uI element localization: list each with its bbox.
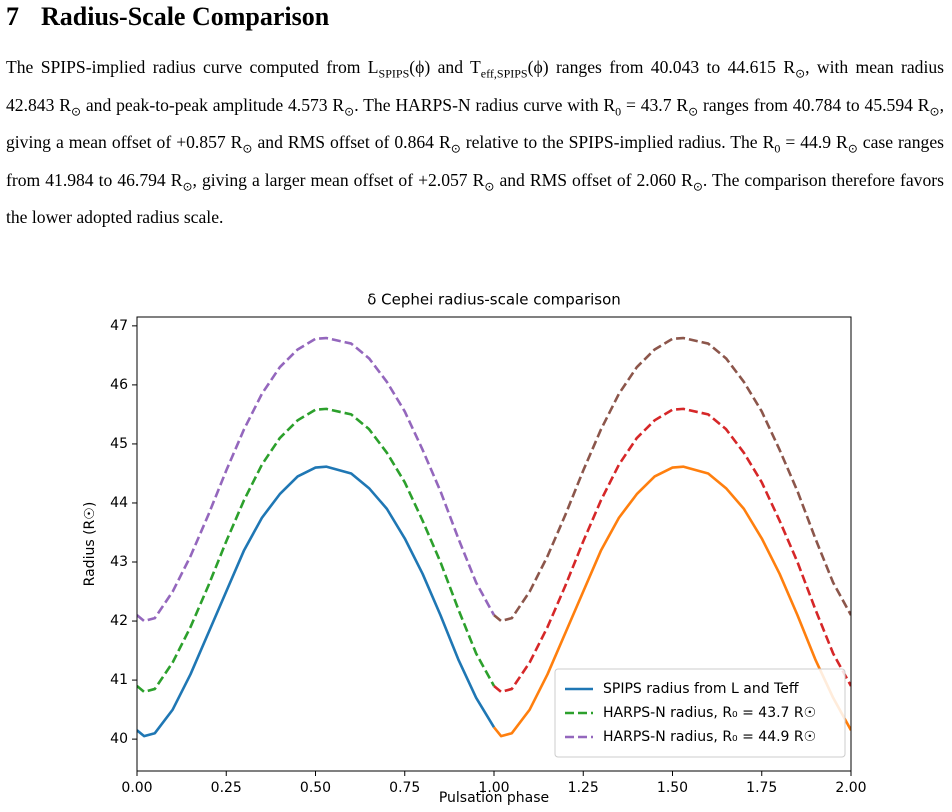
x-tick-label: 1.00	[478, 780, 509, 796]
subscript: ⊙	[688, 104, 699, 119]
x-tick-label: 0.75	[389, 780, 420, 796]
subscript: ⊙	[182, 179, 193, 194]
subscript: ⊙	[344, 104, 355, 119]
x-tick-label: 1.25	[568, 780, 599, 796]
series-line	[493, 336, 851, 623]
subscript: SPIPS	[378, 66, 410, 81]
x-tick-label: 0.50	[300, 780, 331, 796]
subscript: eff,SPIPS	[480, 66, 528, 81]
paragraph: The SPIPS-implied radius curve computed …	[6, 52, 944, 233]
y-axis-label: Radius (R☉)	[82, 502, 98, 587]
subscript: ⊙	[70, 104, 82, 119]
y-tick-label: 46	[110, 377, 128, 393]
x-tick-label: 1.50	[657, 780, 688, 796]
series-line	[492, 465, 851, 738]
y-tick-label: 42	[110, 613, 128, 629]
y-tick-label: 45	[110, 436, 128, 452]
text-run: , giving a larger mean offset of +2.057 …	[192, 169, 485, 190]
x-tick-label: 0.25	[211, 780, 242, 796]
x-axis-label: Pulsation phase	[439, 790, 549, 806]
text-run: The SPIPS-implied radius curve computed …	[6, 57, 379, 77]
text-run: = 44.9 R	[780, 132, 848, 153]
text-run: . The comparison therefore favors the lo…	[6, 169, 944, 228]
subscript: ⊙	[450, 141, 461, 156]
section-heading: 7 Radius-Scale Comparison	[6, 2, 351, 32]
y-tick-label: 40	[110, 731, 128, 747]
text-run: (ϕ) ranges from 40.043 to 44.615 R	[527, 57, 796, 77]
y-tick-label: 43	[110, 554, 128, 570]
x-tick-label: 0.00	[121, 780, 152, 796]
subscript: 0	[774, 141, 781, 156]
legend-label: HARPS-N radius, R₀ = 44.9 R☉	[603, 729, 816, 745]
text-run: and RMS offset of 2.060 R	[494, 169, 693, 190]
chart-title: δ Cephei radius-scale comparison	[367, 291, 621, 309]
series-line	[137, 407, 496, 694]
text-run: case ranges from 41.984 to 46.794 R	[6, 132, 944, 190]
text-run: . The HARPS-N radius curve with R	[354, 94, 616, 115]
plot-frame	[136, 316, 852, 772]
subscript: ⊙	[847, 141, 858, 156]
subscript: 0	[615, 104, 622, 119]
legend-label: SPIPS radius from L and Teff	[603, 681, 799, 697]
text-run: = 43.7 R	[621, 94, 689, 115]
x-tick-label: 2.00	[835, 780, 866, 796]
text-run: (ϕ) and T	[409, 57, 481, 77]
y-tick-label: 44	[110, 495, 128, 511]
subscript: ⊙	[929, 104, 940, 119]
section-number: 7	[6, 2, 19, 31]
series-line	[493, 407, 851, 694]
text-run: and peak-to-peak amplitude 4.573 R	[81, 94, 345, 115]
series-line	[137, 336, 496, 623]
text-run: ranges from 40.784 to 45.594 R	[698, 94, 930, 115]
series-line	[137, 465, 496, 738]
text-run: , with mean radius 42.843 R	[6, 57, 945, 115]
x-tick-label: 1.75	[746, 780, 777, 796]
section-title: Radius-Scale Comparison	[41, 2, 330, 31]
subscript: ⊙	[242, 141, 253, 156]
text-run: relative to the SPIPS-implied radius. Th…	[460, 132, 775, 153]
text-run: , giving a mean offset of +0.857 R	[6, 94, 944, 153]
legend-box	[554, 668, 846, 758]
subscript: ⊙	[692, 179, 703, 194]
y-tick-label: 41	[110, 672, 128, 688]
subscript: ⊙	[795, 66, 806, 81]
y-tick-label: 47	[110, 318, 128, 334]
legend-label: HARPS-N radius, R₀ = 43.7 R☉	[603, 705, 816, 721]
subscript: ⊙	[484, 179, 495, 194]
text-run: and RMS offset of 0.864 R	[252, 132, 451, 153]
